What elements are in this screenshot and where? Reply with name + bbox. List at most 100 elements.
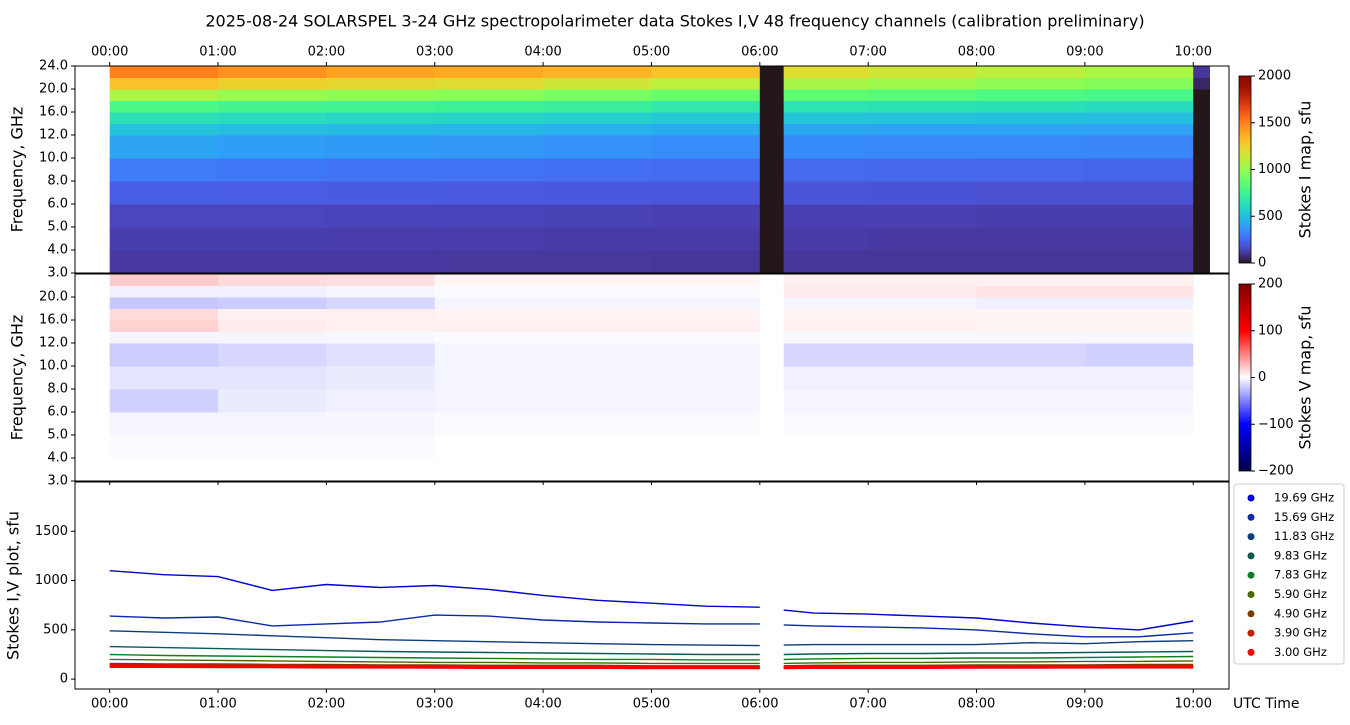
legend-marker — [1247, 571, 1255, 579]
heatmap-cell — [109, 112, 219, 124]
heatmap-cell — [218, 343, 327, 367]
heatmap-cell — [1193, 412, 1210, 436]
heatmap-cell — [326, 458, 436, 482]
x-tick-label: 09:00 — [1066, 697, 1103, 712]
heatmap-cell — [783, 250, 869, 274]
heatmap-cell — [326, 250, 436, 274]
heatmap-cell — [868, 389, 978, 413]
heatmap-cell — [1193, 123, 1210, 136]
heatmap-cell — [543, 389, 652, 413]
y-tick-label: 24.0 — [39, 59, 68, 74]
heatmap-cell — [868, 250, 978, 274]
heatmap-cell — [976, 66, 1086, 78]
heatmap-cell — [976, 412, 1086, 436]
heatmap-cell — [1084, 77, 1194, 90]
x-tick-label: 04:00 — [524, 45, 561, 60]
y-tick-label: 16.0 — [39, 313, 68, 328]
heatmap-cell — [109, 181, 219, 205]
heatmap-cell — [1193, 297, 1210, 309]
series-line — [109, 653, 1194, 661]
heatmap-cell — [434, 366, 544, 390]
heatmap-cell — [109, 297, 219, 309]
y-tick-label: 6.0 — [47, 197, 68, 212]
heatmap-cell — [109, 343, 219, 367]
heatmap-cell — [543, 181, 652, 205]
heatmap-cell — [218, 112, 327, 124]
heatmap-cell — [651, 89, 761, 101]
heatmap-cell — [109, 204, 219, 228]
heatmap-cell — [109, 227, 219, 251]
y-tick-label: 500 — [43, 622, 68, 637]
heatmap-cell — [651, 285, 761, 298]
heatmap-cell — [1084, 331, 1194, 344]
heatmap-cell — [1084, 274, 1194, 286]
heatmap-cell — [783, 285, 869, 298]
y-axis-label: Frequency, GHz — [8, 107, 27, 233]
legend-marker — [1247, 648, 1255, 656]
heatmap-cell — [651, 77, 761, 90]
x-tick-label: 03:00 — [416, 45, 453, 60]
heatmap-cell — [783, 112, 869, 124]
y-axis-label: Frequency, GHz — [8, 315, 27, 441]
heatmap-cell — [109, 89, 219, 101]
heatmap-cell — [976, 389, 1086, 413]
heatmap-cell — [543, 250, 652, 274]
y-tick-label: 20.0 — [39, 82, 68, 97]
heatmap-cell — [759, 412, 785, 436]
heatmap-cell — [543, 66, 652, 78]
heatmap-cell — [759, 181, 785, 205]
heatmap-cell — [434, 274, 544, 286]
x-tick-label: 08:00 — [958, 45, 995, 60]
heatmap-cell — [218, 204, 327, 228]
colorbar-tick-label: −100 — [1258, 417, 1294, 432]
heatmap-cell — [1193, 181, 1210, 205]
heatmap-cell — [1084, 250, 1194, 274]
series-line — [109, 645, 1194, 656]
heatmap-cell — [868, 66, 978, 78]
heatmap-cell — [218, 135, 327, 159]
heatmap-cell — [218, 181, 327, 205]
y-tick-label: 1000 — [35, 573, 68, 588]
heatmap-cell — [218, 435, 327, 459]
y-tick-label: 10.0 — [39, 151, 68, 166]
heatmap-cell — [326, 435, 436, 459]
heatmap-cell — [434, 66, 544, 78]
heatmap-cell — [783, 308, 869, 321]
legend-marker — [1247, 494, 1255, 502]
heatmap-cell — [218, 458, 327, 482]
legend-label: 5.90 GHz — [1274, 587, 1327, 601]
heatmap-cell — [759, 135, 785, 159]
heatmap-cell — [1193, 250, 1210, 274]
y-tick-label: 6.0 — [47, 405, 68, 420]
heatmap-cell — [218, 123, 327, 136]
heatmap-cell — [868, 435, 978, 459]
heatmap-cell — [759, 285, 785, 298]
heatmap-cell — [1084, 308, 1194, 321]
heatmap-cell — [868, 274, 978, 286]
heatmap-cell — [434, 123, 544, 136]
heatmap-cell — [326, 297, 436, 309]
x-tick-label: 00:00 — [91, 697, 128, 712]
colorbar — [1238, 75, 1252, 264]
heatmap-cell — [976, 89, 1086, 101]
y-tick-label: 8.0 — [47, 382, 68, 397]
heatmap-cell — [1193, 435, 1210, 459]
heatmap-cell — [976, 100, 1086, 113]
heatmap-cell — [1084, 366, 1194, 390]
heatmap-cell — [326, 77, 436, 90]
heatmap-cell — [1084, 158, 1194, 182]
heatmap-cell — [109, 250, 219, 274]
heatmap-cell — [543, 123, 652, 136]
heatmap-cell — [783, 458, 869, 482]
x-tick-label: 03:00 — [416, 697, 453, 712]
heatmap-cell — [759, 123, 785, 136]
colorbar-tick-label: 100 — [1258, 323, 1283, 338]
heatmap-cell — [1084, 285, 1194, 298]
heatmap-cell — [109, 285, 219, 298]
heatmap-cell — [326, 227, 436, 251]
heatmap-cell — [783, 158, 869, 182]
legend-label: 11.83 GHz — [1274, 529, 1334, 543]
y-tick-label: 4.0 — [47, 451, 68, 466]
heatmap-cell — [109, 389, 219, 413]
heatmap-cell — [1193, 274, 1210, 286]
